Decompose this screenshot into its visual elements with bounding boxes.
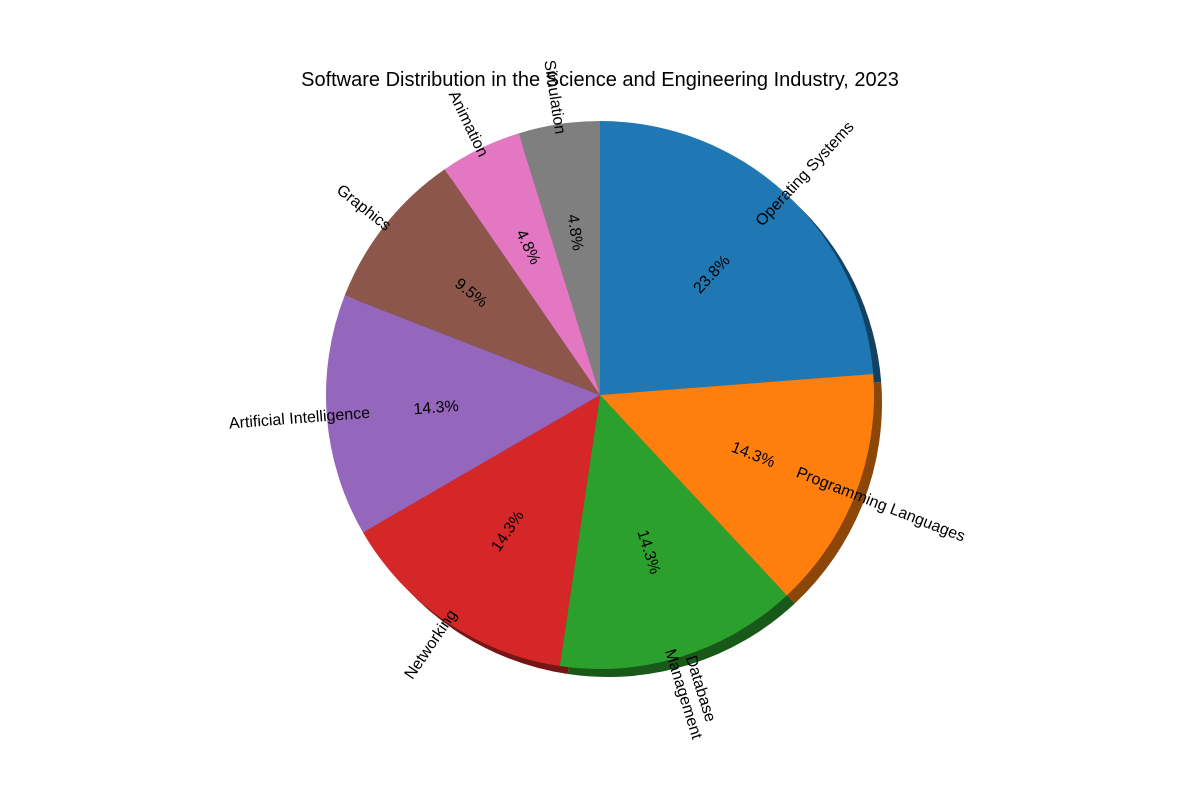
pie-percent-label-simulation: 4.8% [564, 213, 586, 252]
pie-slice-simulation [518, 121, 600, 395]
pie-slice-graphics [344, 169, 600, 395]
pie-category-label-graphics: Graphics [333, 181, 394, 234]
pie-percent-label-artificial-intelligence: 14.3% [413, 397, 460, 417]
pie-category-label-networking: Networking [401, 607, 460, 683]
pie-slice-programming-languages [600, 373, 874, 596]
pie-slice-operating-systems [600, 121, 874, 395]
pie-slice-database-management [559, 395, 787, 669]
pie-slices [326, 121, 874, 669]
pie-slice-artificial-intelligence [326, 295, 600, 533]
pie-slice-animation [444, 133, 600, 396]
chart-title: Software Distribution in the Science and… [301, 69, 899, 91]
pie-category-label-database-management: DatabaseManagement [662, 642, 723, 742]
pie-slice-networking [362, 395, 600, 667]
pie-category-label-animation: Animation [445, 88, 491, 159]
